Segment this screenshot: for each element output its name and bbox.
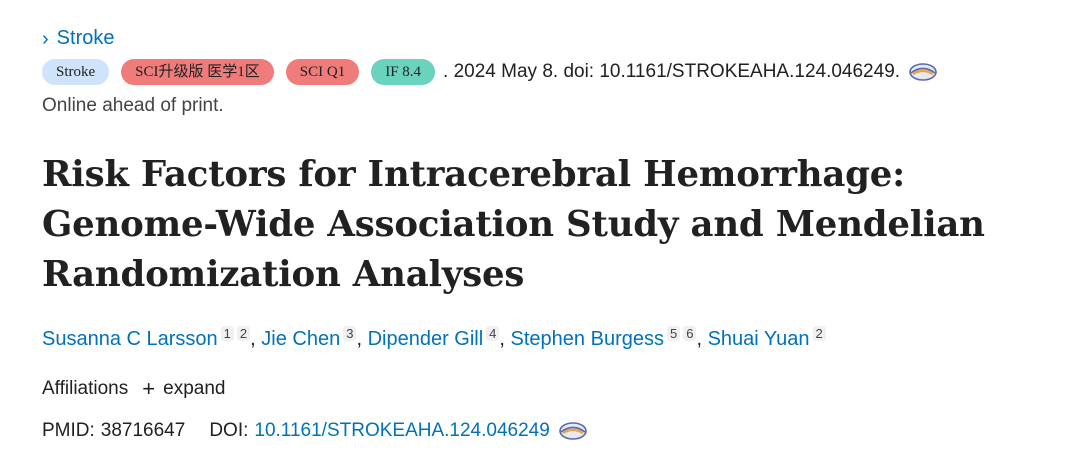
ebook-eye-icon[interactable]	[558, 420, 588, 442]
pmid-value: 38716647	[100, 420, 186, 441]
affiliations-expand-button[interactable]: + expand	[142, 378, 225, 400]
author-link[interactable]: Shuai Yuan	[707, 328, 810, 350]
affiliation-number[interactable]: 3	[343, 326, 357, 341]
journal-name: Stroke	[56, 27, 115, 49]
author-separator: ,	[499, 328, 511, 350]
expand-label: expand	[163, 378, 226, 399]
author-separator: ,	[250, 328, 262, 350]
ebook-eye-icon[interactable]	[908, 61, 938, 83]
author-separator: ,	[356, 328, 368, 350]
author-link[interactable]: Stephen Burgess	[510, 328, 664, 350]
affiliations-row: Affiliations + expand	[42, 378, 225, 400]
author-separator: ,	[696, 328, 708, 350]
journal-link[interactable]: › Stroke	[42, 27, 114, 50]
author-link[interactable]: Dipender Gill	[367, 328, 484, 350]
article-title: Risk Factors for Intracerebral Hemorrhag…	[42, 154, 985, 295]
author-link[interactable]: Jie Chen	[261, 328, 341, 350]
chevron-right-icon: ›	[42, 27, 49, 50]
affiliations-label: Affiliations	[42, 378, 129, 399]
affiliation-number[interactable]: 6	[683, 326, 697, 341]
author-link[interactable]: Susanna C Larsson	[42, 328, 218, 350]
plus-icon: +	[142, 376, 156, 401]
authors-list: Susanna C Larsson 1 2, Jie Chen 3, Dipender…	[42, 326, 826, 351]
journal-badge[interactable]: Stroke	[42, 59, 110, 85]
citation-line: Stroke SCI升级版 医学1区 SCI Q1 IF 8.4 . 2024 …	[42, 59, 938, 85]
affiliation-number[interactable]: 2	[236, 326, 251, 341]
sci-quartile-badge[interactable]: SCI Q1	[285, 59, 360, 85]
impact-factor-badge[interactable]: IF 8.4	[371, 59, 436, 85]
affiliation-number[interactable]: 5	[666, 326, 681, 341]
affiliation-number[interactable]: 1	[220, 326, 234, 341]
doi-link[interactable]: 10.1161/STROKEAHA.124.046249	[254, 420, 550, 441]
identifiers-row: PMID: 38716647 DOI: 10.1161/STROKEAHA.12…	[42, 420, 588, 442]
citation-date-doi: . 2024 May 8. doi: 10.1161/STROKEAHA.124…	[443, 61, 901, 82]
pmid-label: PMID:	[42, 420, 95, 441]
doi-label: DOI:	[209, 420, 249, 441]
affiliation-number[interactable]: 4	[486, 326, 500, 341]
publication-status: Online ahead of print.	[42, 95, 224, 116]
affiliation-number[interactable]: 2	[812, 326, 826, 341]
sci-tier-badge[interactable]: SCI升级版 医学1区	[121, 59, 274, 85]
